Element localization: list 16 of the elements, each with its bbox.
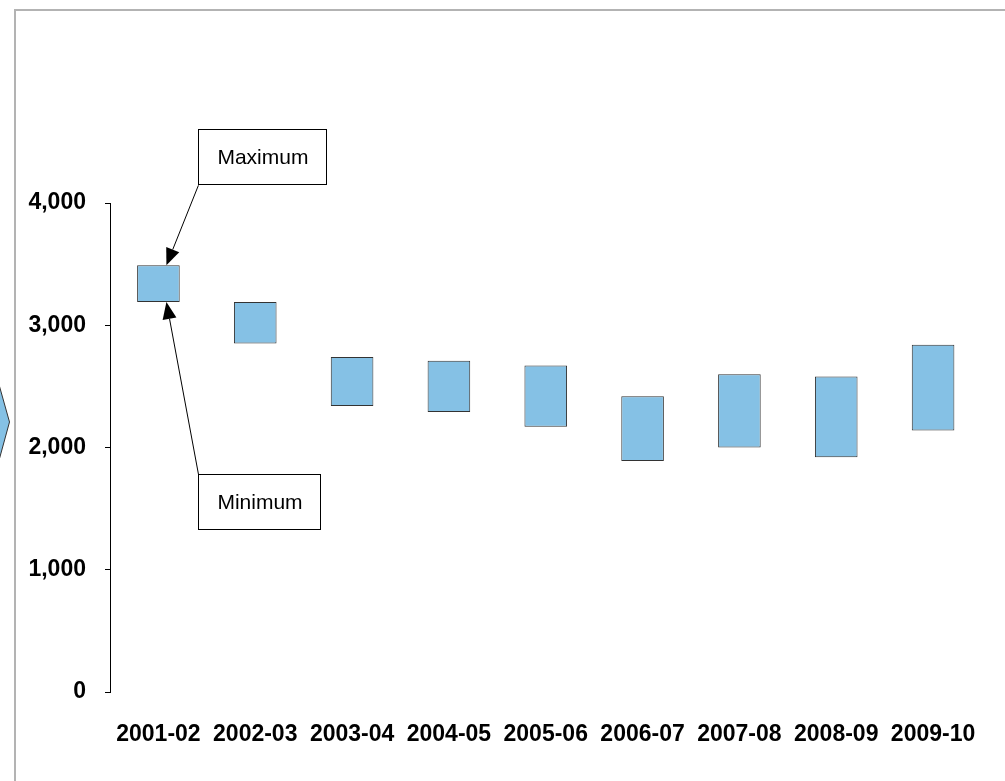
x-tick-label: 2002-03 [213, 720, 298, 747]
y-tick-label: 4,000 [28, 188, 86, 215]
x-tick-label: 2007-08 [697, 720, 782, 747]
x-tick-label: 2001-02 [116, 720, 201, 747]
x-tick-label: 2005-06 [503, 720, 588, 747]
x-tick-label: 2008-09 [794, 720, 879, 747]
x-tick-label: 2004-05 [406, 720, 492, 747]
text: Maximum [217, 145, 309, 170]
x-tick-label: 2003-04 [309, 720, 395, 747]
y-tick-label: 0 [73, 677, 86, 704]
y-tick-label: 1,000 [28, 555, 86, 582]
y-tick-label: 2,000 [28, 432, 86, 459]
annotation: Minimum [217, 490, 303, 515]
x-tick-label: 2006-07 [600, 720, 685, 747]
y-tick-label: 3,000 [28, 310, 86, 337]
x-tick-label: 2009-10 [890, 720, 976, 747]
